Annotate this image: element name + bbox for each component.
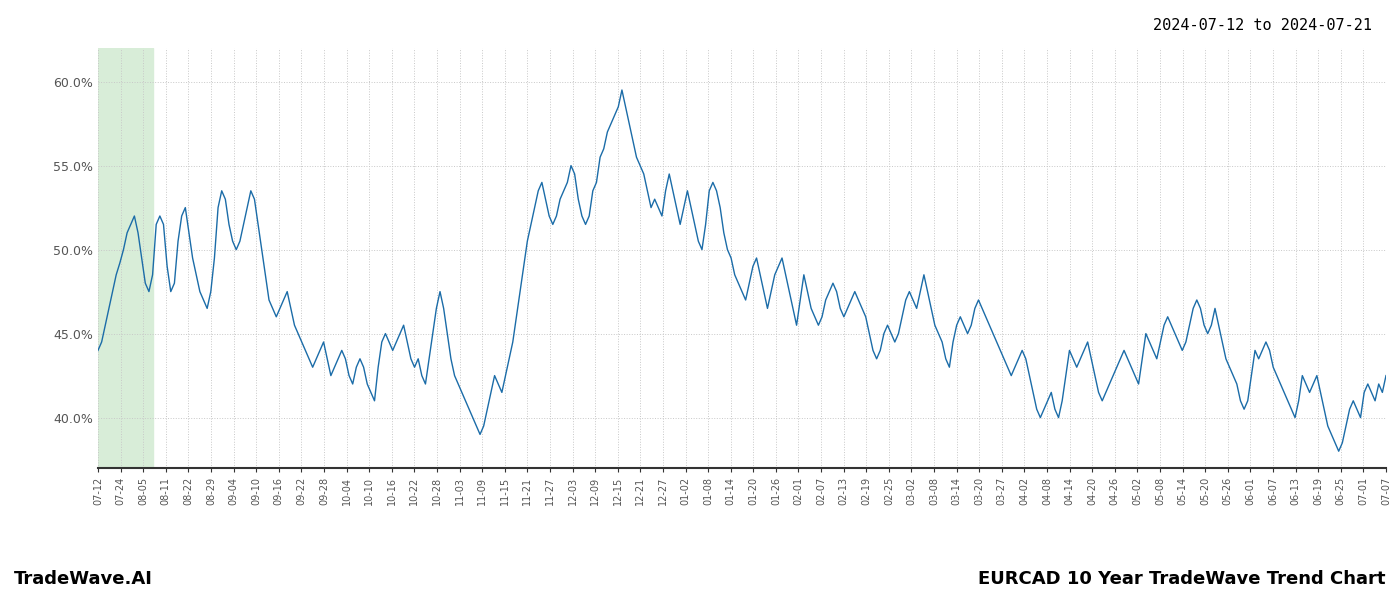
Bar	[98, 48, 153, 468]
Text: EURCAD 10 Year TradeWave Trend Chart: EURCAD 10 Year TradeWave Trend Chart	[979, 570, 1386, 588]
Text: TradeWave.AI: TradeWave.AI	[14, 570, 153, 588]
Text: 2024-07-12 to 2024-07-21: 2024-07-12 to 2024-07-21	[1154, 18, 1372, 33]
